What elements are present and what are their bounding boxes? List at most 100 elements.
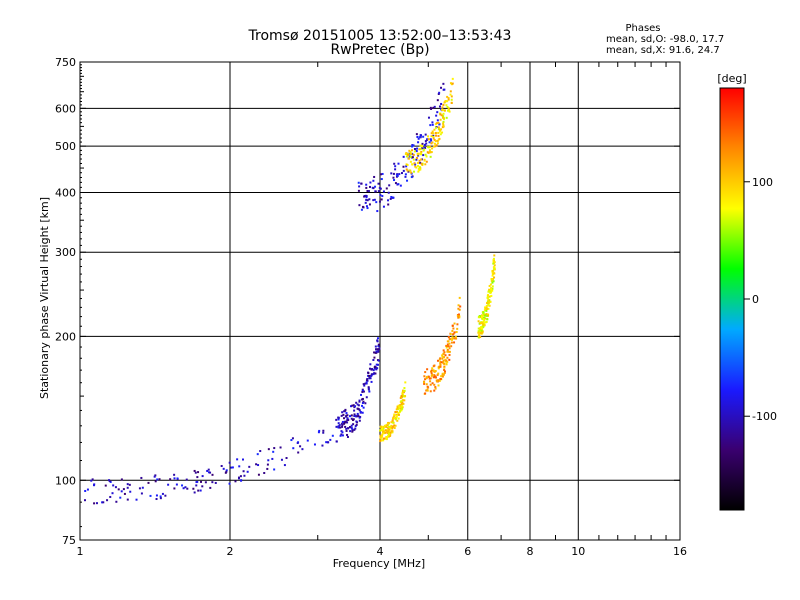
scatter-point xyxy=(347,427,350,430)
scatter-point xyxy=(411,149,414,152)
scatter-point xyxy=(362,406,365,409)
scatter-point xyxy=(368,367,371,370)
scatter-point xyxy=(380,427,383,430)
scatter-point xyxy=(357,404,360,407)
scatter-point xyxy=(485,305,488,308)
scatter-point xyxy=(433,142,436,145)
scatter-point xyxy=(481,327,484,330)
scatter-point xyxy=(355,415,358,418)
scatter-point xyxy=(153,475,156,478)
scatter-point xyxy=(434,145,437,148)
scatter-point xyxy=(220,464,223,467)
scatter-point xyxy=(225,469,228,472)
scatter-point xyxy=(181,484,184,487)
scatter-point xyxy=(368,203,371,206)
scatter-point xyxy=(407,157,410,160)
scatter-point xyxy=(173,477,176,480)
scatter-point xyxy=(458,308,461,311)
scatter-point xyxy=(120,490,123,493)
scatter-point xyxy=(393,413,396,416)
scatter-point xyxy=(273,447,276,450)
scatter-point xyxy=(455,337,458,340)
scatter-point xyxy=(366,189,369,192)
scatter-point xyxy=(442,360,445,363)
scatter-point xyxy=(452,333,455,336)
scatter-point xyxy=(488,300,491,303)
scatter-point xyxy=(356,412,359,415)
scatter-point xyxy=(370,368,373,371)
scatter-point xyxy=(416,147,419,150)
scatter-point xyxy=(442,125,445,128)
scatter-point xyxy=(353,428,356,431)
scatter-point xyxy=(432,145,435,148)
scatter-point xyxy=(481,317,484,320)
scatter-point xyxy=(206,469,209,472)
y-tick-label: 75 xyxy=(62,534,76,547)
scatter-point xyxy=(412,158,415,161)
scatter-point xyxy=(431,141,434,144)
scatter-point xyxy=(346,417,349,420)
scatter-point xyxy=(478,329,481,332)
scatter-point xyxy=(492,278,495,281)
scatter-point xyxy=(428,150,431,153)
scatter-point xyxy=(385,424,388,427)
grid-layer xyxy=(80,62,680,540)
scatter-point xyxy=(443,362,446,365)
scatter-point xyxy=(350,417,353,420)
scatter-point xyxy=(356,403,359,406)
scatter-point xyxy=(385,187,388,190)
scatter-point xyxy=(436,119,439,122)
scatter-point xyxy=(442,122,445,125)
scatter-point xyxy=(420,147,423,150)
scatter-point xyxy=(364,194,367,197)
scatter-point xyxy=(439,364,442,367)
scatter-point xyxy=(439,113,442,116)
scatter-point xyxy=(377,182,380,185)
scatter-point xyxy=(339,434,342,437)
scatter-point xyxy=(446,350,449,353)
scatter-point xyxy=(84,499,87,502)
scatter-point xyxy=(485,306,488,309)
scatter-point xyxy=(322,431,325,434)
scatter-point xyxy=(405,168,408,171)
scatter-point xyxy=(373,198,376,201)
scatter-point xyxy=(366,207,369,210)
scatter-point xyxy=(478,331,481,334)
scatter-point xyxy=(492,258,495,261)
stats-x-mode: mean, sd,X: 91.6, 24.7 xyxy=(606,45,720,56)
scatter-point xyxy=(405,165,408,168)
scatter-point xyxy=(353,409,356,412)
scatter-point xyxy=(419,168,422,171)
scatter-point xyxy=(355,420,358,423)
scatter-point xyxy=(430,139,433,142)
scatter-point xyxy=(419,148,422,151)
scatter-point xyxy=(424,153,427,156)
scatter-point xyxy=(104,484,107,487)
scatter-point xyxy=(363,384,366,387)
scatter-point xyxy=(395,416,398,419)
scatter-point xyxy=(362,400,365,403)
scatter-point xyxy=(483,321,486,324)
scatter-point xyxy=(326,441,329,444)
scatter-point xyxy=(433,138,436,141)
scatter-point xyxy=(256,453,259,456)
scatter-point xyxy=(335,425,338,428)
stats-header: Phases xyxy=(625,23,660,34)
scatter-point xyxy=(478,333,481,336)
scatter-point xyxy=(337,416,340,419)
scatter-point xyxy=(446,356,449,359)
scatter-point xyxy=(434,140,437,143)
scatter-point xyxy=(373,372,376,375)
scatter-point xyxy=(426,388,429,391)
scatter-point xyxy=(248,465,251,468)
scatter-point xyxy=(432,370,435,373)
scatter-point xyxy=(487,296,490,299)
scatter-point xyxy=(374,351,377,354)
x-tick-label: 1 xyxy=(77,545,84,558)
scatter-point xyxy=(442,352,445,355)
scatter-point xyxy=(427,116,430,119)
scatter-point xyxy=(365,198,368,201)
scatter-point xyxy=(367,386,370,389)
scatter-point xyxy=(448,342,451,345)
scatter-point xyxy=(415,133,418,136)
